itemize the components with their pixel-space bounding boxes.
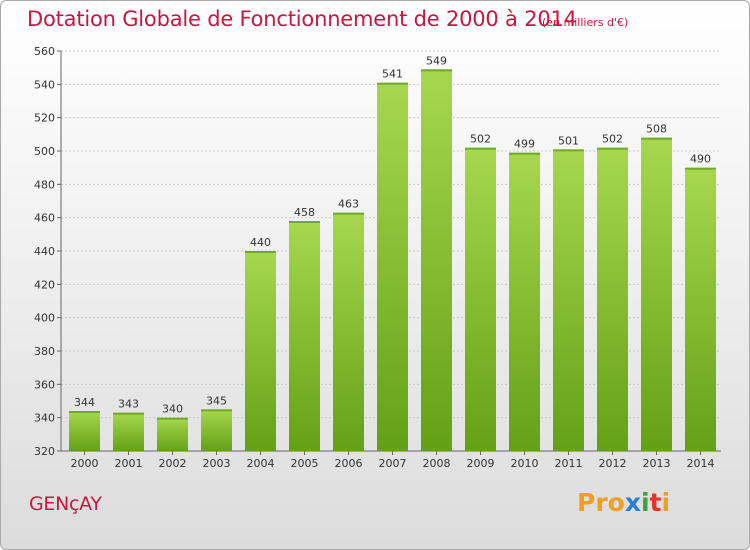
value-label: 502 <box>470 133 491 146</box>
value-label: 490 <box>690 153 711 166</box>
bar-2003 <box>201 409 232 451</box>
bar-2012 <box>597 147 628 451</box>
y-tick-label: 380 <box>34 345 55 358</box>
x-tick-label: 2003 <box>203 457 231 470</box>
labels: 320 340 360 380 400 420 440 460 480 500 520 540 560 3… <box>34 45 715 470</box>
x-tick-label: 2007 <box>379 457 407 470</box>
bar-2007 <box>377 82 408 452</box>
x-tick-label: 2011 <box>555 457 583 470</box>
x-tick-label: 2014 <box>687 457 715 470</box>
bar-top-edge <box>553 149 584 152</box>
value-label: 463 <box>338 198 359 211</box>
x-tick-label: 2000 <box>71 457 99 470</box>
y-tick-label: 440 <box>34 245 55 258</box>
proxiti-logo: Proxiti <box>577 488 670 517</box>
x-tick-label: 2005 <box>291 457 319 470</box>
bar-top-edge <box>201 409 232 412</box>
y-tick-label: 560 <box>34 45 55 58</box>
y-tick-label: 520 <box>34 112 55 125</box>
value-label: 541 <box>382 68 403 81</box>
y-tick-label: 500 <box>34 145 55 158</box>
chart-title: Dotation Globale de Fonctionnement de 20… <box>27 7 577 31</box>
bar-top-edge <box>421 69 452 72</box>
bar-top-edge <box>377 82 408 85</box>
bar-top-edge <box>289 221 320 223</box>
value-label: 458 <box>294 206 315 219</box>
bar-2004 <box>245 251 276 451</box>
y-tick-label: 360 <box>34 378 55 391</box>
bar-2010 <box>509 152 540 451</box>
value-label: 501 <box>558 134 579 147</box>
x-tick-label: 2001 <box>115 457 143 470</box>
x-tick-label: 2002 <box>159 457 187 470</box>
y-tick-label: 400 <box>34 312 55 325</box>
chart-subtitle: (en milliers d'€) <box>542 16 629 29</box>
value-label: 440 <box>250 236 271 249</box>
bar-top-edge <box>69 411 100 413</box>
bar-top-edge <box>113 412 144 415</box>
logo-part: t <box>649 488 662 517</box>
x-tick-label: 2008 <box>423 457 451 470</box>
bar-top-edge <box>333 212 364 215</box>
bar-top-edge <box>685 167 716 170</box>
x-tick-label: 2010 <box>511 457 539 470</box>
x-tick-label: 2012 <box>599 457 627 470</box>
y-tick-label: 460 <box>34 212 55 225</box>
logo-part: x <box>624 488 641 517</box>
bar-2014 <box>685 167 716 451</box>
value-label: 502 <box>602 133 623 146</box>
bar-2005 <box>289 221 320 451</box>
bar-2000 <box>69 411 100 451</box>
bar-2013 <box>641 137 672 451</box>
logo-part: i <box>640 488 650 517</box>
bar-top-edge <box>597 147 628 150</box>
x-tick-label: 2006 <box>335 457 363 470</box>
bar-2002 <box>157 417 188 451</box>
y-tick-label: 420 <box>34 278 55 291</box>
y-tick-label: 540 <box>34 78 55 91</box>
bar-2011 <box>553 149 584 452</box>
bar-top-edge <box>245 251 276 253</box>
bar-top-edge <box>641 137 672 140</box>
value-label: 343 <box>118 398 139 411</box>
x-tick-label: 2013 <box>643 457 671 470</box>
bar-top-edge <box>465 147 496 150</box>
y-tick-label: 480 <box>34 178 55 191</box>
bars <box>69 69 716 452</box>
logo-part: Pro <box>577 488 625 517</box>
bar-2001 <box>113 412 144 451</box>
value-label: 508 <box>646 123 667 136</box>
bar-2008 <box>421 69 452 451</box>
value-label: 344 <box>74 396 95 409</box>
value-label: 549 <box>426 54 447 67</box>
bar-top-edge <box>509 152 540 155</box>
x-tick-label: 2009 <box>467 457 495 470</box>
value-label: 340 <box>162 403 183 416</box>
value-label: 499 <box>514 138 535 151</box>
x-tick-label: 2004 <box>247 457 275 470</box>
bar-2006 <box>333 212 364 451</box>
y-tick-label: 340 <box>34 412 55 425</box>
commune-name: GENçAY <box>29 493 102 515</box>
y-tick-label: 320 <box>34 445 55 458</box>
value-label: 345 <box>206 394 227 407</box>
bar-2009 <box>465 147 496 451</box>
bar-top-edge <box>157 417 188 420</box>
logo-part: i <box>661 488 671 517</box>
